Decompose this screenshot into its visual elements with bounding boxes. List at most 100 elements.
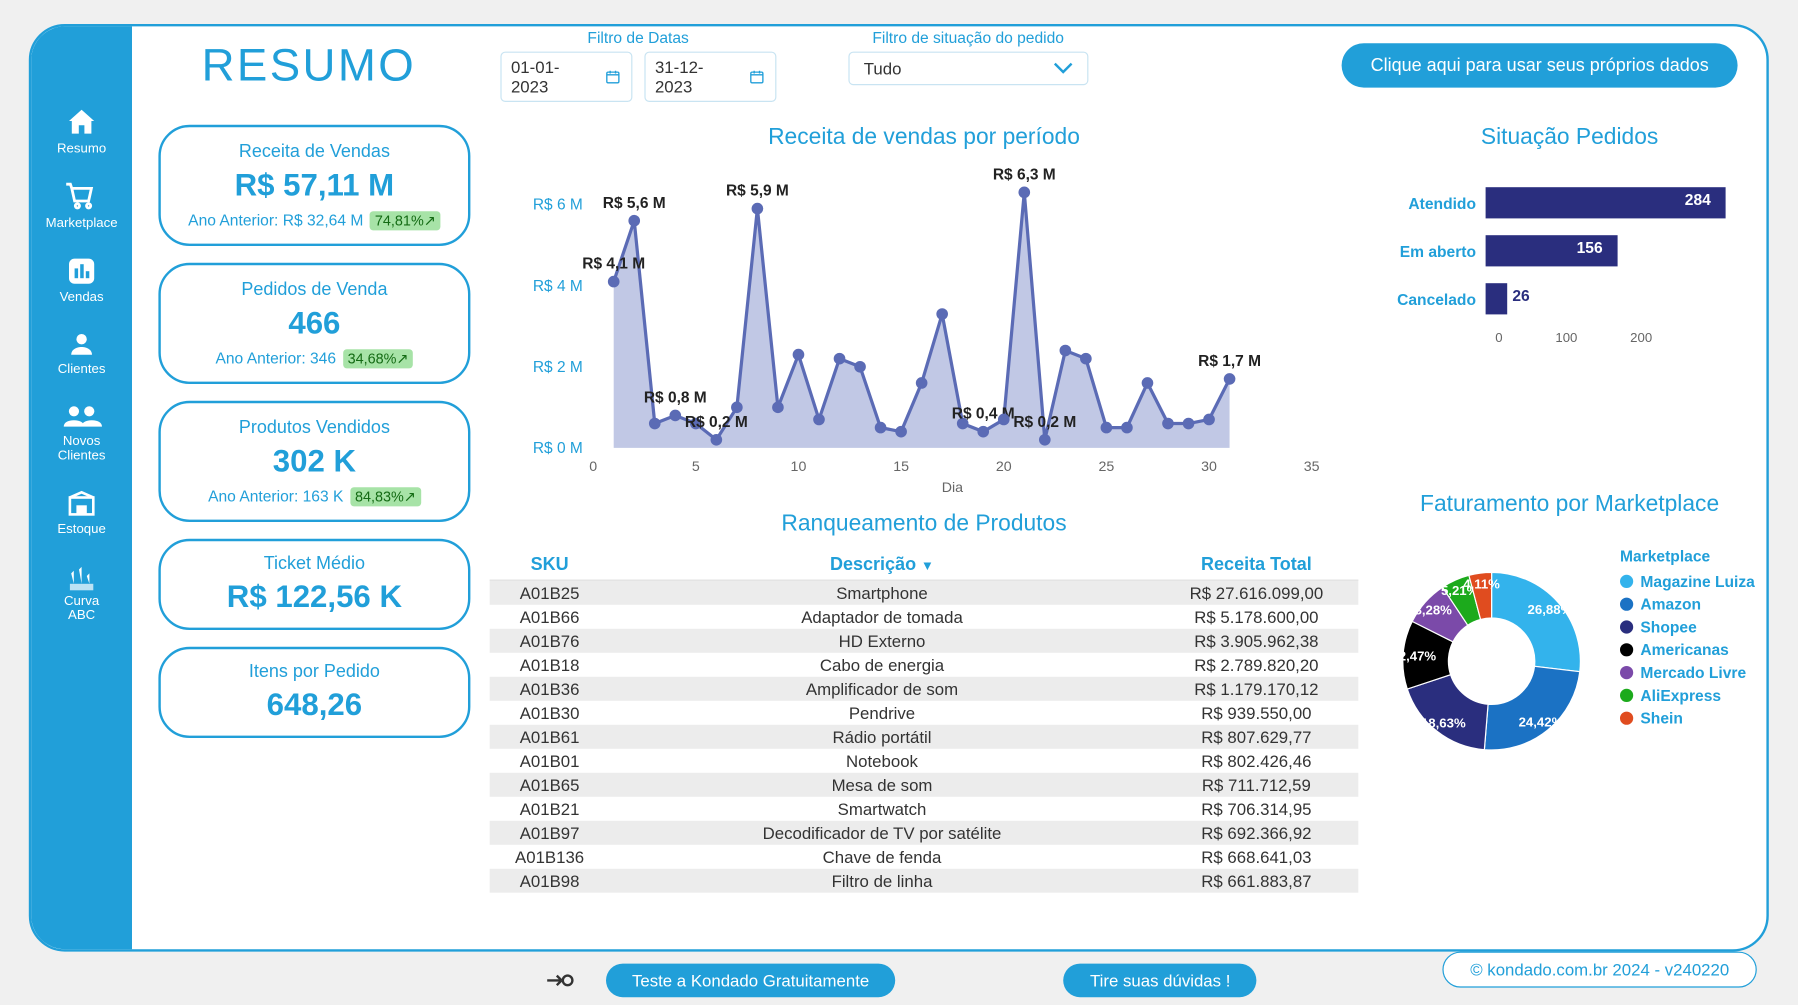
status-select-value: Tudo bbox=[864, 59, 902, 78]
sidebar-label: Estoque bbox=[57, 521, 105, 536]
status-row: Atendido 284 bbox=[1378, 187, 1762, 218]
th-desc[interactable]: Descrição▼ bbox=[610, 554, 1155, 574]
table-row[interactable]: A01B30 Pendrive R$ 939.550,00 bbox=[490, 701, 1359, 725]
legend-item[interactable]: Shein bbox=[1620, 709, 1755, 727]
footer-help-button[interactable]: Tire suas dúvidas ! bbox=[1064, 964, 1257, 998]
status-label: Atendido bbox=[1378, 194, 1486, 212]
legend-dot bbox=[1620, 689, 1633, 702]
svg-text:R$ 1,7 M: R$ 1,7 M bbox=[1198, 353, 1261, 370]
table-row[interactable]: A01B65 Mesa de som R$ 711.712,59 bbox=[490, 773, 1359, 797]
sidebar-item-vendas[interactable]: Vendas bbox=[31, 247, 132, 312]
legend-item[interactable]: Magazine Luiza bbox=[1620, 572, 1755, 590]
legend-item[interactable]: Shopee bbox=[1620, 618, 1755, 636]
svg-text:R$ 4,1 M: R$ 4,1 M bbox=[582, 256, 645, 273]
table-row[interactable]: A01B136 Chave de fenda R$ 668.641,03 bbox=[490, 845, 1359, 869]
table-row[interactable]: A01B21 Smartwatch R$ 706.314,95 bbox=[490, 797, 1359, 821]
footer-test-button[interactable]: Teste a Kondado Gratuitamente bbox=[606, 964, 896, 998]
legend-label: Amazon bbox=[1640, 595, 1701, 613]
table-header: SKU Descrição▼ Receita Total bbox=[490, 550, 1359, 581]
cell-rev: R$ 661.883,87 bbox=[1154, 871, 1358, 890]
table-body[interactable]: A01B25 Smartphone R$ 27.616.099,00A01B66… bbox=[490, 581, 1359, 893]
status-row: Cancelado 26 bbox=[1378, 283, 1762, 314]
use-own-data-button[interactable]: Clique aqui para usar seus próprios dado… bbox=[1342, 43, 1738, 87]
cell-rev: R$ 668.641,03 bbox=[1154, 847, 1358, 866]
cell-rev: R$ 692.366,92 bbox=[1154, 823, 1358, 842]
home-icon bbox=[62, 106, 100, 140]
cell-rev: R$ 802.426,46 bbox=[1154, 751, 1358, 770]
legend-item[interactable]: Americanas bbox=[1620, 641, 1755, 659]
sidebar-item-curva-abc[interactable]: Curva ABC bbox=[31, 553, 132, 630]
table-row[interactable]: A01B61 Rádio portátil R$ 807.629,77 bbox=[490, 725, 1359, 749]
kpi-value: R$ 122,56 K bbox=[180, 578, 449, 615]
th-sku[interactable]: SKU bbox=[490, 554, 610, 574]
legend-title: Marketplace bbox=[1620, 547, 1755, 565]
legend-label: AliExpress bbox=[1640, 686, 1721, 704]
date-to-input[interactable]: 31-12-2023 bbox=[644, 52, 776, 102]
kpi-sub: Ano Anterior: 346 34,68%↗ bbox=[180, 349, 449, 367]
products-title: Ranqueamento de Produtos bbox=[490, 511, 1359, 537]
cell-sku: A01B01 bbox=[490, 751, 610, 770]
table-row[interactable]: A01B76 HD Externo R$ 3.905.962,38 bbox=[490, 629, 1359, 653]
abc-icon bbox=[64, 560, 100, 591]
line-chart-svg: R$ 0 MR$ 2 MR$ 4 MR$ 6 M05101520253035Di… bbox=[490, 158, 1359, 494]
status-select[interactable]: Tudo bbox=[848, 52, 1088, 86]
kpi-sub: Ano Anterior: R$ 32,64 M 74,81%↗ bbox=[180, 211, 449, 229]
svg-text:24,42%: 24,42% bbox=[1519, 714, 1564, 729]
svg-text:R$ 5,9 M: R$ 5,9 M bbox=[726, 183, 789, 200]
status-label: Cancelado bbox=[1378, 290, 1486, 308]
legend-item[interactable]: AliExpress bbox=[1620, 686, 1755, 704]
kpi-value: 302 K bbox=[180, 443, 449, 480]
table-row[interactable]: A01B18 Cabo de energia R$ 2.789.820,20 bbox=[490, 653, 1359, 677]
svg-text:26,88%: 26,88% bbox=[1528, 602, 1573, 617]
cell-rev: R$ 706.314,95 bbox=[1154, 799, 1358, 818]
sidebar-item-estoque[interactable]: Estoque bbox=[31, 481, 132, 544]
svg-text:R$ 0,2 M: R$ 0,2 M bbox=[1013, 414, 1076, 431]
legend-dot bbox=[1620, 712, 1633, 725]
sidebar-item-clientes[interactable]: Clientes bbox=[31, 322, 132, 385]
th-revenue[interactable]: Receita Total bbox=[1154, 554, 1358, 574]
svg-text:35: 35 bbox=[1304, 459, 1320, 475]
cell-rev: R$ 27.616.099,00 bbox=[1154, 583, 1358, 602]
cell-sku: A01B65 bbox=[490, 775, 610, 794]
table-row[interactable]: A01B97 Decodificador de TV por satélite … bbox=[490, 821, 1359, 845]
sidebar-label: Novos Clientes bbox=[58, 435, 106, 464]
svg-text:8,28%: 8,28% bbox=[1415, 602, 1453, 617]
svg-text:12,47%: 12,47% bbox=[1391, 648, 1436, 663]
line-chart: R$ 0 MR$ 2 MR$ 4 MR$ 6 M05101520253035Di… bbox=[490, 158, 1359, 494]
sidebar-label: Curva ABC bbox=[64, 594, 99, 623]
date-to-value: 31-12-2023 bbox=[655, 58, 737, 96]
cell-rev: R$ 807.629,77 bbox=[1154, 727, 1358, 746]
sidebar-item-novos-clientes[interactable]: Novos Clientes bbox=[31, 394, 132, 471]
footer-copyright: © kondado.com.br 2024 - v240220 bbox=[1443, 952, 1757, 988]
table-row[interactable]: A01B25 Smartphone R$ 27.616.099,00 bbox=[490, 581, 1359, 605]
cell-desc: Smartwatch bbox=[610, 799, 1155, 818]
cell-desc: Chave de fenda bbox=[610, 847, 1155, 866]
table-row[interactable]: A01B36 Amplificador de som R$ 1.179.170,… bbox=[490, 677, 1359, 701]
legend-item[interactable]: Amazon bbox=[1620, 595, 1755, 613]
center-column: Receita de vendas por período R$ 0 MR$ 2… bbox=[490, 125, 1359, 945]
date-from-input[interactable]: 01-01-2023 bbox=[500, 52, 632, 102]
filter-status: Filtro de situação do pedido Tudo bbox=[848, 29, 1088, 102]
legend-item[interactable]: Mercado Livre bbox=[1620, 664, 1755, 682]
chevron-down-icon bbox=[1053, 62, 1072, 74]
filter-status-label: Filtro de situação do pedido bbox=[848, 29, 1088, 47]
header: RESUMO Filtro de Datas 01-01-2023 31-12-… bbox=[144, 29, 1762, 113]
kpi-badge: 84,83%↗ bbox=[350, 487, 421, 506]
sort-arrow-icon: ▼ bbox=[921, 559, 934, 573]
table-row[interactable]: A01B01 Notebook R$ 802.426,46 bbox=[490, 749, 1359, 773]
legend-dot bbox=[1620, 643, 1633, 656]
sidebar-item-marketplace[interactable]: Marketplace bbox=[31, 173, 132, 238]
sidebar-item-resumo[interactable]: Resumo bbox=[31, 98, 132, 163]
kpi-title: Itens por Pedido bbox=[180, 661, 449, 681]
cell-sku: A01B18 bbox=[490, 655, 610, 674]
table-row[interactable]: A01B98 Filtro de linha R$ 661.883,87 bbox=[490, 869, 1359, 893]
svg-text:R$ 6,3 M: R$ 6,3 M bbox=[993, 166, 1056, 183]
table-row[interactable]: A01B66 Adaptador de tomada R$ 5.178.600,… bbox=[490, 605, 1359, 629]
cell-desc: Amplificador de som bbox=[610, 679, 1155, 698]
status-bar: 156 bbox=[1486, 235, 1762, 266]
legend-label: Americanas bbox=[1640, 641, 1728, 659]
calendar-icon bbox=[749, 68, 765, 85]
kpi-card: Itens por Pedido 648,26 bbox=[158, 647, 470, 738]
status-bar: 284 bbox=[1486, 187, 1762, 218]
cell-rev: R$ 3.905.962,38 bbox=[1154, 631, 1358, 650]
